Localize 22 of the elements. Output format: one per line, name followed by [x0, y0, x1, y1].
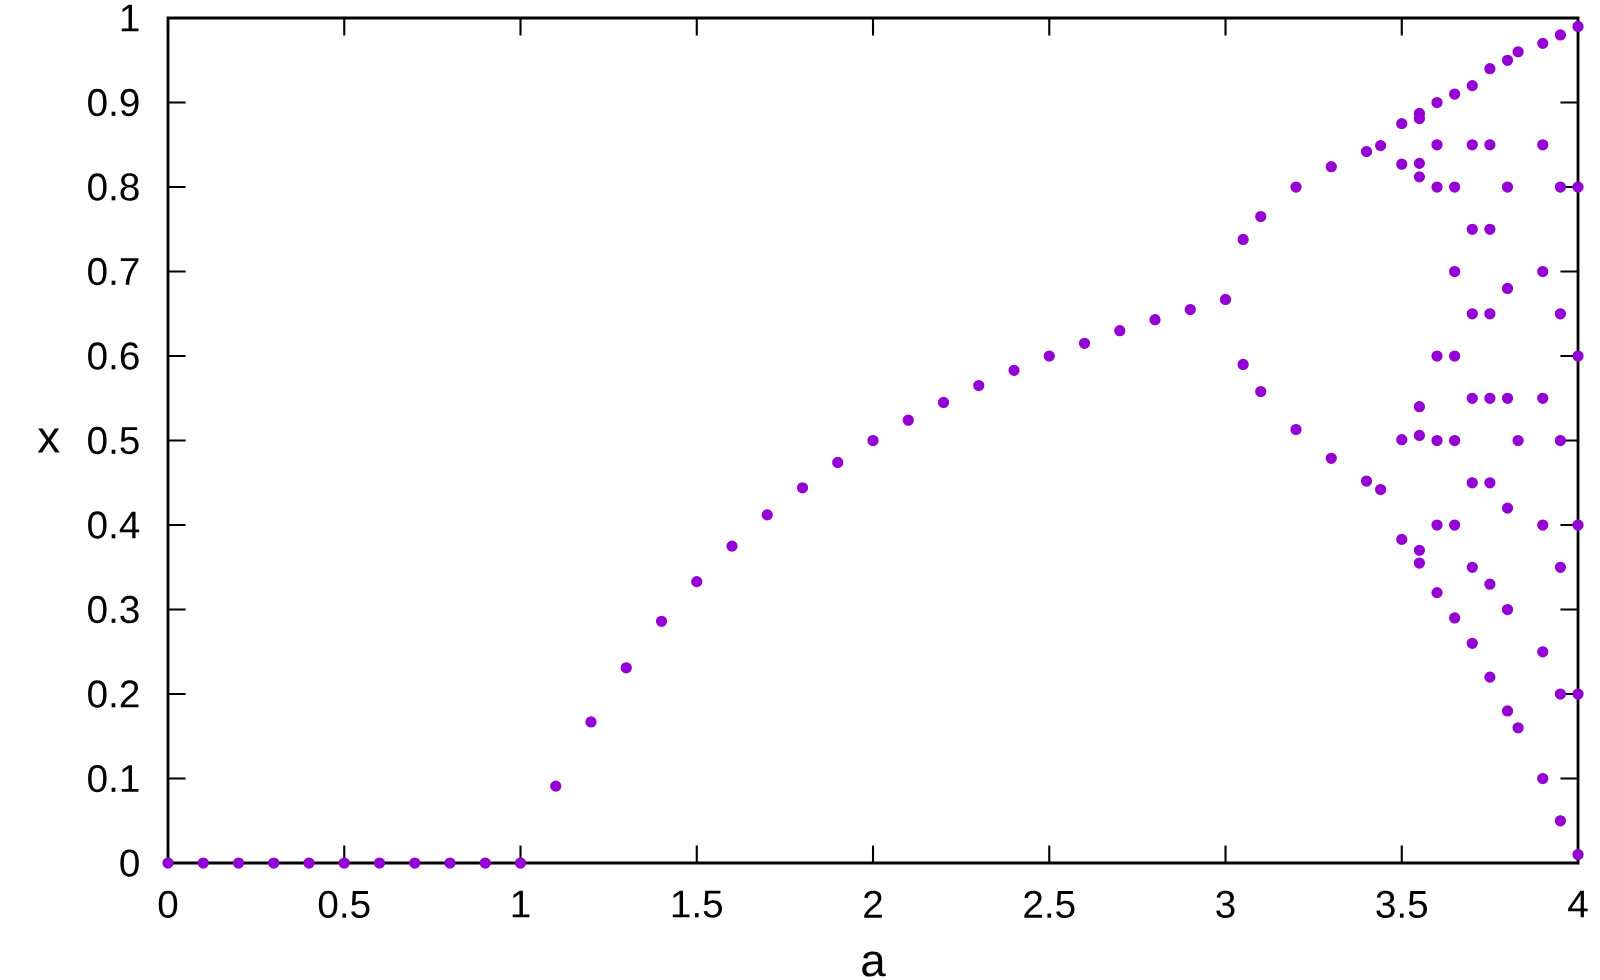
x-tick-label: 1	[512, 890, 530, 918]
y-tick-label: 0.7	[88, 257, 139, 286]
y-tick-label: 0.8	[88, 173, 139, 201]
x-tick-label: 3.5	[1376, 890, 1427, 919]
x-tick-label: 2.5	[1024, 890, 1075, 919]
y-tick-label: 0.9	[88, 88, 139, 117]
y-tick-label: 0	[120, 849, 139, 877]
x-tick-label: 3	[1216, 890, 1235, 919]
y-tick-label: 0.3	[88, 595, 139, 624]
y-tick-label: 0.6	[88, 342, 139, 370]
y-tick-label: 0.4	[88, 511, 140, 539]
x-tick-label: 0.5	[318, 890, 370, 919]
y-tick-label: 0.1	[88, 764, 139, 793]
x-axis-title: a	[862, 951, 886, 977]
x-tick-label: 4	[1568, 890, 1588, 918]
y-tick-label: 0.2	[88, 680, 139, 708]
x-tick-label: 2	[864, 890, 882, 918]
x-tick-label: 0	[158, 890, 178, 919]
y-axis-title: x	[37, 428, 60, 453]
y-tick-label: 1	[121, 4, 139, 32]
y-tick-label: 0.5	[88, 426, 139, 455]
x-tick-label: 1.5	[672, 890, 722, 918]
